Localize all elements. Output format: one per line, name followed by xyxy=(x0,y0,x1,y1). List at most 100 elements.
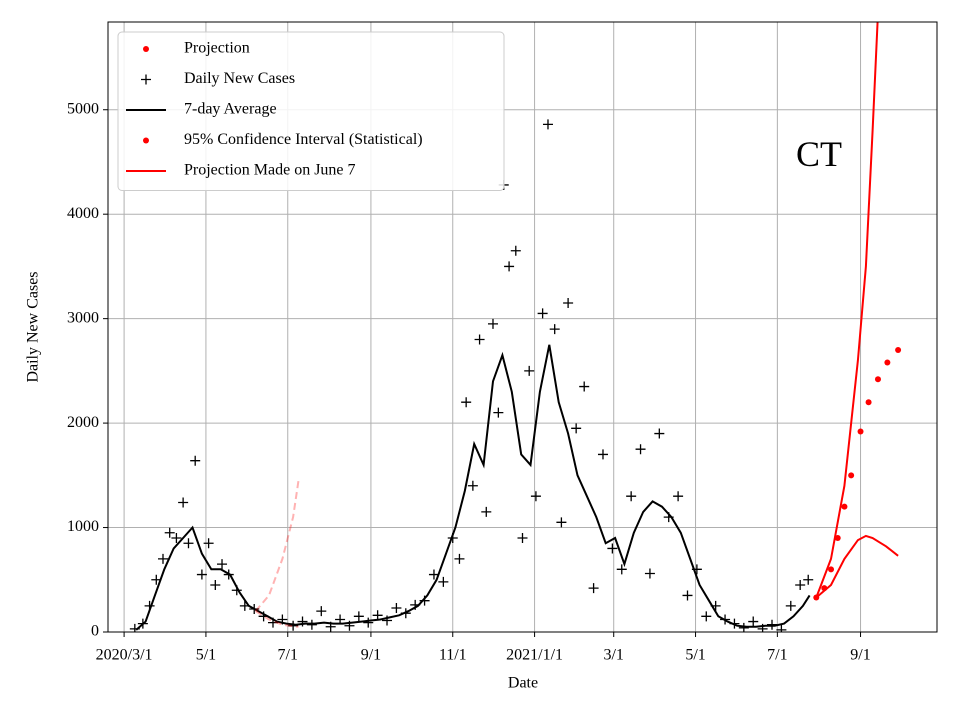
point xyxy=(474,334,485,345)
legend-marker xyxy=(143,137,149,144)
point xyxy=(196,569,207,580)
point xyxy=(203,538,214,549)
legend-label: 95% Confidence Interval (Statistical) xyxy=(184,131,423,148)
point xyxy=(895,346,902,353)
point xyxy=(549,324,560,335)
x-tick-label: 2020/3/1 xyxy=(96,647,153,664)
point xyxy=(530,491,541,502)
point xyxy=(635,444,646,455)
point xyxy=(517,532,528,543)
legend-label: Daily New Cases xyxy=(184,70,295,87)
y-tick-label: 4000 xyxy=(67,205,99,222)
x-tick-label: 11/1 xyxy=(439,647,467,664)
point xyxy=(493,407,504,418)
point xyxy=(803,574,814,585)
point xyxy=(626,491,637,502)
x-tick-label: 9/1 xyxy=(361,647,381,664)
legend-marker xyxy=(141,74,151,85)
point xyxy=(738,622,749,632)
point xyxy=(597,449,608,460)
x-tick-label: 7/1 xyxy=(278,647,298,664)
band-upper xyxy=(254,480,300,612)
legend-label: 7-day Average xyxy=(184,101,277,118)
point xyxy=(438,576,449,587)
legend-box xyxy=(117,31,505,191)
point xyxy=(542,119,553,130)
point xyxy=(834,534,841,541)
point xyxy=(178,497,189,508)
point xyxy=(461,397,472,408)
legend-marker xyxy=(143,46,149,52)
point xyxy=(644,568,655,579)
legend-label: Projection xyxy=(184,40,250,57)
point xyxy=(563,297,574,308)
point xyxy=(701,611,712,622)
point xyxy=(556,517,567,528)
point xyxy=(537,308,548,319)
point xyxy=(795,579,806,590)
band-lower xyxy=(815,534,899,599)
x-tick-label: 7/1 xyxy=(767,647,787,664)
point xyxy=(391,602,402,613)
annotation: CT xyxy=(796,134,842,174)
plot-area xyxy=(129,22,902,632)
point xyxy=(828,566,835,573)
band-upper xyxy=(815,22,879,598)
point xyxy=(171,532,182,543)
point xyxy=(210,579,221,590)
y-axis-label: Daily New Cases xyxy=(25,271,42,382)
y-tick-label: 1000 xyxy=(67,518,99,535)
point xyxy=(288,620,299,631)
legend: Projection Daily New Cases 7-day Average 95… xyxy=(117,31,505,191)
point xyxy=(682,590,693,601)
point xyxy=(524,365,535,376)
point xyxy=(363,617,374,628)
legend-label: Projection Made on June 7 xyxy=(184,162,356,179)
point xyxy=(748,616,759,627)
point xyxy=(616,564,627,575)
point xyxy=(454,553,465,564)
x-tick-label: 3/1 xyxy=(603,647,623,664)
point xyxy=(884,359,891,366)
point xyxy=(428,569,439,580)
line xyxy=(135,344,811,631)
point xyxy=(654,428,665,439)
point xyxy=(874,376,881,383)
point xyxy=(579,381,590,392)
point xyxy=(848,472,855,479)
point xyxy=(865,399,872,406)
x-tick-label: 5/1 xyxy=(685,647,705,664)
point xyxy=(776,624,787,632)
y-tick-label: 2000 xyxy=(67,414,99,431)
point xyxy=(306,619,317,630)
x-tick-label: 9/1 xyxy=(850,647,870,664)
y-tick-label: 3000 xyxy=(67,309,99,326)
point xyxy=(481,506,492,517)
point xyxy=(183,538,194,549)
x-tick-label: 5/1 xyxy=(196,647,216,664)
point xyxy=(316,606,327,617)
point xyxy=(588,583,599,594)
point xyxy=(164,527,175,538)
point xyxy=(785,600,796,611)
point xyxy=(487,318,498,329)
point xyxy=(372,610,383,621)
point xyxy=(467,480,478,491)
point xyxy=(157,553,168,564)
point xyxy=(857,428,864,435)
point xyxy=(217,559,228,570)
point xyxy=(504,261,515,272)
point xyxy=(571,423,582,434)
point xyxy=(510,245,521,256)
point xyxy=(607,543,618,554)
plot-frame xyxy=(107,21,938,633)
x-tick-label: 2021/1/1 xyxy=(506,647,563,664)
point xyxy=(190,455,201,466)
point xyxy=(353,611,364,622)
y-tick-label: 0 xyxy=(91,623,99,640)
x-axis-label: Date xyxy=(508,675,538,692)
point xyxy=(673,491,684,502)
point xyxy=(841,503,848,510)
y-tick-label: 5000 xyxy=(67,100,99,117)
